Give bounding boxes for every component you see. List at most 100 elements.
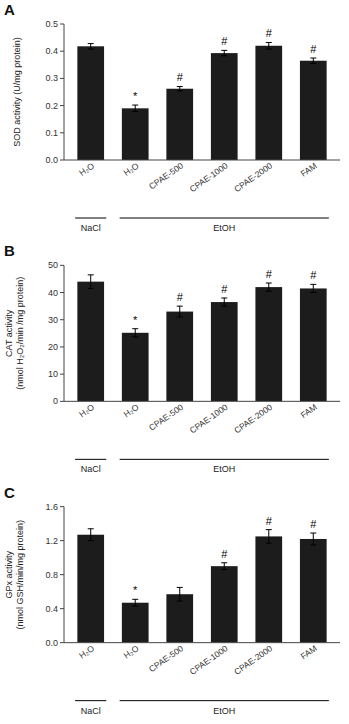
- bar: [166, 312, 193, 402]
- error-bar: [266, 283, 272, 291]
- x-tick-label: CPAE-2000: [232, 160, 274, 194]
- x-tick-label: H₂O: [77, 160, 96, 178]
- x-tick-label: CPAE-2000: [232, 402, 274, 436]
- significance-marker: #: [266, 27, 273, 39]
- panel-label: B: [4, 242, 15, 259]
- significance-marker: #: [177, 71, 184, 83]
- x-tick-label: FAM: [299, 161, 319, 179]
- x-tick-label: H₂O: [122, 643, 141, 661]
- y-tick: [60, 401, 64, 402]
- group-bracket: [75, 218, 106, 219]
- significance-marker: #: [310, 43, 317, 55]
- bar: [255, 46, 282, 160]
- y-tick-label: 0: [53, 396, 58, 406]
- y-tick: [60, 160, 64, 161]
- bar: [166, 89, 193, 160]
- background: [0, 0, 349, 724]
- y-tick-label: 30: [48, 315, 58, 325]
- y-tick-label: 0.3: [45, 73, 58, 83]
- group-bracket: [120, 700, 329, 701]
- panel-label: C: [4, 484, 15, 501]
- bar: [211, 53, 238, 160]
- y-tick: [60, 506, 64, 507]
- bar: [122, 603, 149, 643]
- y-axis-label: CAT activity(nmol H₂O₂/min /mg protein): [4, 277, 25, 390]
- error-bar: [88, 44, 94, 49]
- y-tick-label: 50: [48, 260, 58, 270]
- y-axis-line: [64, 24, 65, 160]
- error-bar: [266, 42, 272, 49]
- x-tick-label: FAM: [299, 402, 319, 420]
- x-tick-label: CPAE-500: [147, 643, 185, 674]
- group-bracket: [75, 700, 106, 701]
- y-tick-label: 10: [48, 369, 58, 379]
- significance-marker: #: [177, 291, 184, 303]
- y-axis-label-line: (nmol H₂O₂/min /mg protein): [15, 277, 25, 390]
- x-tick-label: CPAE-500: [147, 160, 185, 191]
- y-tick: [60, 319, 64, 320]
- error-bar: [266, 530, 272, 544]
- y-tick: [60, 346, 64, 347]
- bar: [255, 536, 282, 642]
- y-tick: [60, 51, 64, 52]
- plot-area: [77, 529, 326, 643]
- bar: [300, 288, 327, 401]
- figure: A SOD activity (U/mg protein) 0.0 0.1 0.2 0.3…: [0, 0, 349, 724]
- y-tick-label: 1.6: [45, 502, 58, 512]
- bar: [211, 302, 238, 401]
- error-bar: [177, 587, 183, 601]
- y-axis-label-line: (nmol GSH/min/mg protein): [15, 520, 25, 630]
- error-bar: [132, 329, 138, 337]
- y-tick: [60, 574, 64, 575]
- x-axis-line: [64, 401, 340, 402]
- significance-marker: *: [133, 90, 138, 102]
- error-bar: [310, 533, 316, 545]
- y-tick: [60, 540, 64, 541]
- bar: [211, 566, 238, 643]
- y-tick: [60, 642, 64, 643]
- y-axis-label-line: CAT activity: [4, 309, 14, 357]
- x-axis-line: [64, 160, 340, 161]
- error-bar: [88, 529, 94, 541]
- plot-area: [77, 42, 326, 160]
- y-tick: [60, 132, 64, 133]
- error-bar: [177, 87, 183, 91]
- bar: [77, 535, 104, 643]
- x-tick-label: CPAE-2000: [232, 643, 274, 677]
- y-tick-label: 20: [48, 342, 58, 352]
- x-tick-label: H₂O: [77, 402, 96, 420]
- y-axis-label: SOD activity (U/mg protein): [12, 37, 22, 147]
- group-label: NaCl: [81, 464, 101, 474]
- y-tick: [60, 78, 64, 79]
- significance-marker: #: [310, 269, 317, 281]
- bar: [122, 333, 149, 402]
- bar: [77, 282, 104, 402]
- x-tick-label: CPAE-1000: [188, 160, 230, 194]
- panel-label: A: [4, 1, 15, 18]
- error-bar: [310, 284, 316, 292]
- x-axis-line: [64, 642, 340, 643]
- x-tick-label: CPAE-1000: [188, 643, 230, 677]
- bar: [122, 108, 149, 160]
- panel: CGPx activity(nmol GSH/min/mg protein)0.…: [4, 484, 340, 716]
- significance-marker: #: [221, 283, 228, 295]
- y-tick-label: 40: [48, 288, 58, 298]
- plot-area: [77, 275, 326, 401]
- y-tick: [60, 292, 64, 293]
- group-bracket: [120, 218, 329, 219]
- panel: B CAT activity(nmol H₂O₂/min /mg protein)…: [4, 242, 340, 474]
- significance-marker: #: [221, 548, 228, 560]
- y-tick-label: 0.4: [45, 46, 58, 56]
- group-label: EtOH: [213, 464, 235, 474]
- y-tick-label: 0.2: [45, 101, 58, 111]
- error-bar: [221, 298, 227, 306]
- x-tick-label: H₂O: [122, 402, 141, 420]
- significance-marker: #: [266, 268, 273, 280]
- error-bar: [132, 105, 138, 112]
- y-tick-label: 0.0: [45, 155, 58, 165]
- group-label: NaCl: [81, 706, 101, 716]
- y-tick-label: 0.1: [45, 128, 58, 138]
- y-tick: [60, 265, 64, 266]
- panel: A SOD activity (U/mg protein) 0.0 0.1 0.2 0.3…: [4, 1, 340, 233]
- bar: [77, 46, 104, 160]
